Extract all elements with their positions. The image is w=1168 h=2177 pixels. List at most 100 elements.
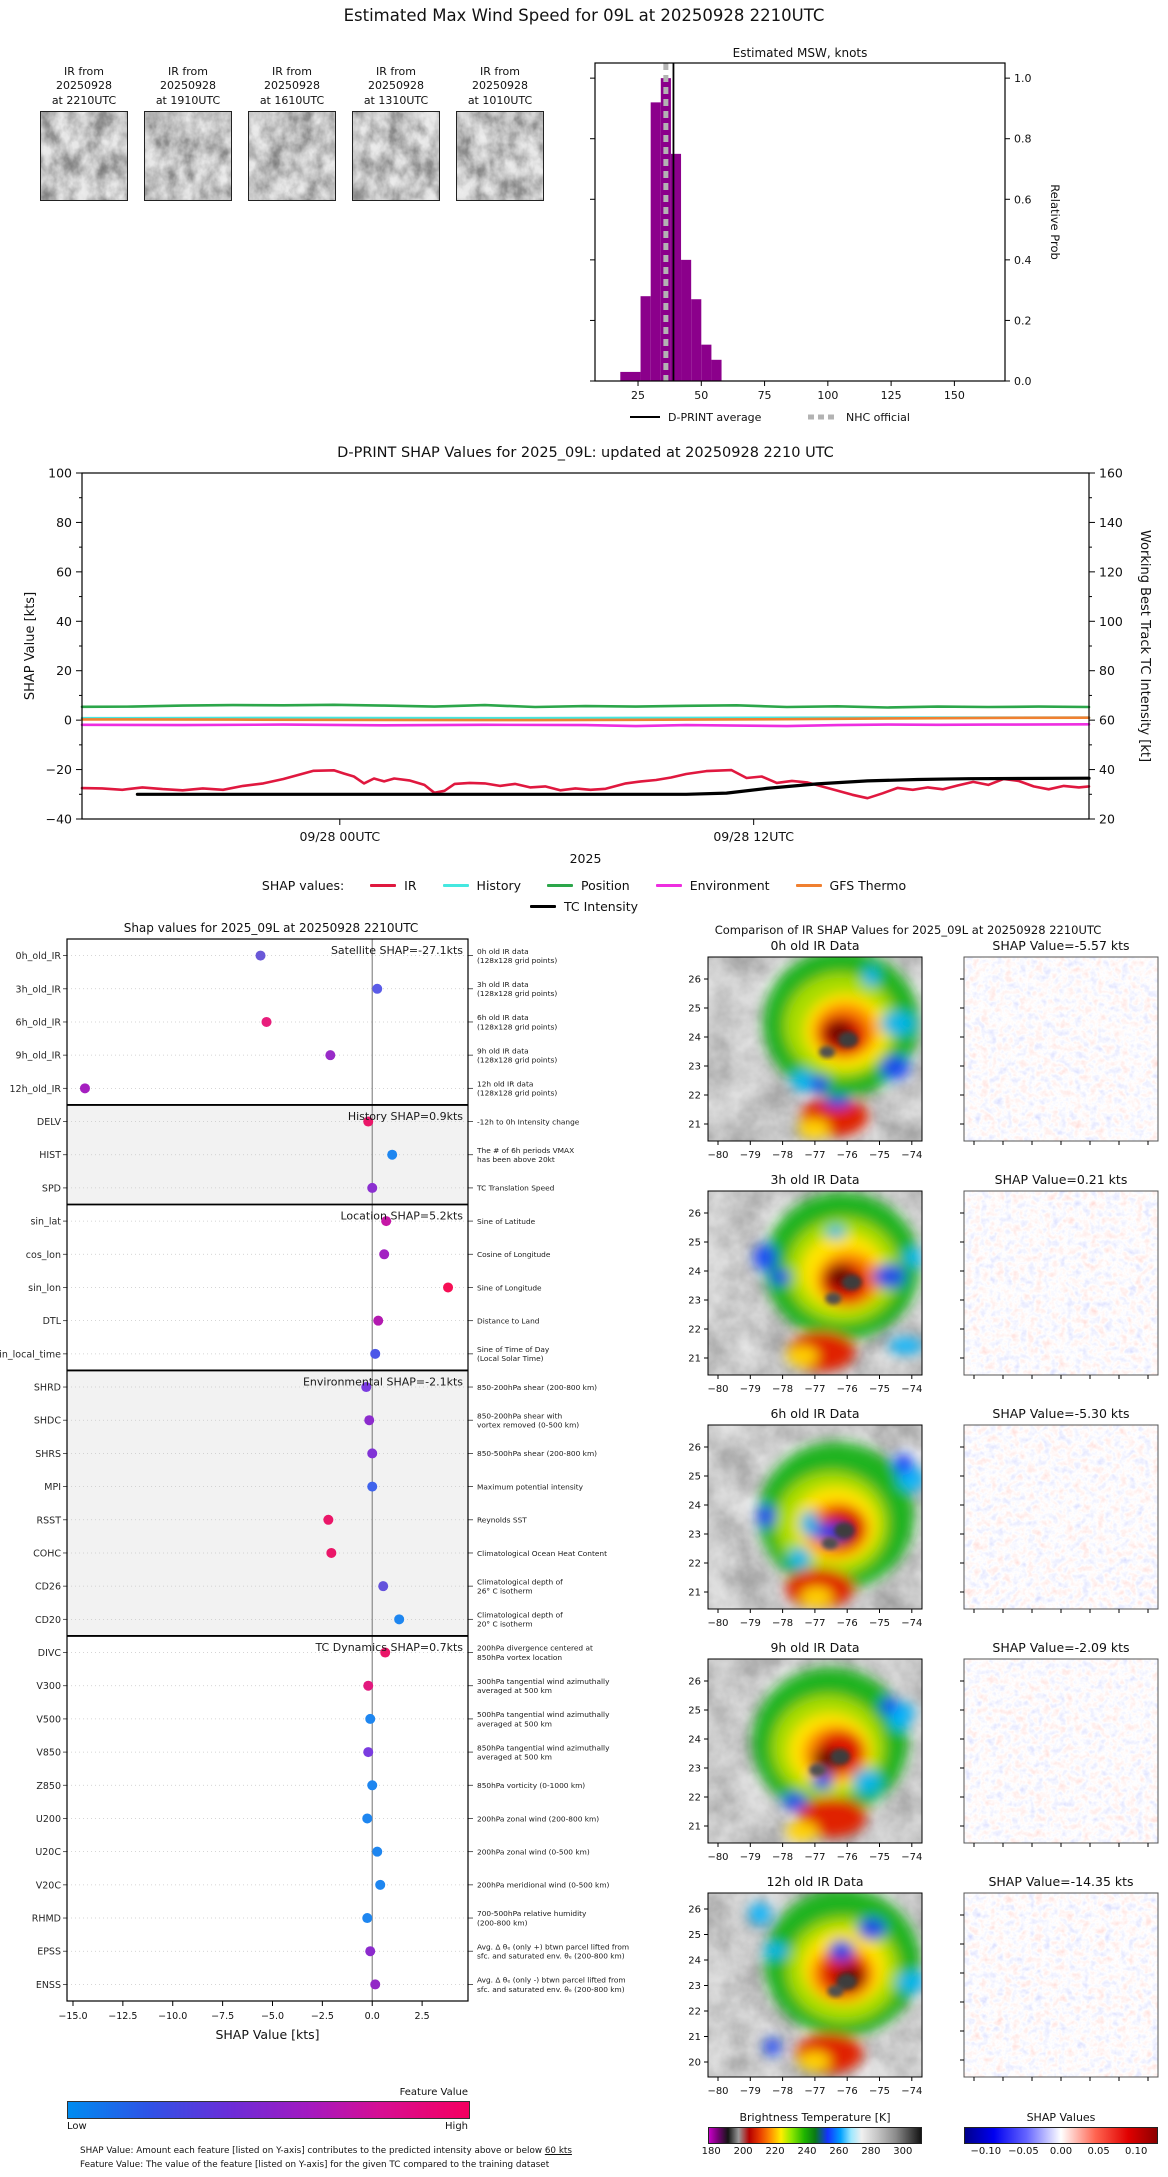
svg-text:26: 26 <box>688 1905 701 1916</box>
ir-satellite-image <box>40 111 128 201</box>
svg-text:V500: V500 <box>36 1714 61 1725</box>
svg-text:−78: −78 <box>772 1150 793 1161</box>
svg-text:TC Dynamics SHAP=0.7kts: TC Dynamics SHAP=0.7kts <box>314 1641 463 1654</box>
legend-item-environment: Environment <box>655 878 770 893</box>
svg-text:−20: −20 <box>46 762 72 777</box>
shap-dot-COHC <box>326 1547 337 1558</box>
svg-text:−74: −74 <box>901 2086 922 2097</box>
ir-data-map-1: 3h old IR Data 26 25 24 23 22 21 −80 −79 −78 −77 −7… <box>688 1172 923 1395</box>
shap-map-3: SHAP Value=-2.09 kts <box>960 1640 1159 1847</box>
feature-desc-V500: 500hPa tangential wind azimuthally averag… <box>477 1710 610 1728</box>
legend-swatch <box>529 905 556 908</box>
svg-text:20: 20 <box>688 2058 701 2069</box>
svg-text:Relative Prob: Relative Prob <box>1048 184 1062 260</box>
shap-dot-U20C <box>372 1846 383 1857</box>
shap-dot-DTL <box>373 1315 384 1326</box>
colorbar-tick: 220 <box>765 2146 785 2157</box>
svg-text:−76: −76 <box>837 1150 858 1161</box>
svg-text:DELV: DELV <box>37 1117 62 1128</box>
shap-timeseries-legend: SHAP values: IR History Position Environmen… <box>0 875 1168 917</box>
comparison-row-2: 6h old IR Data 26 25 24 23 22 21 −80 −79 −78 −77 −7… <box>600 1405 1168 1639</box>
feature-desc-RSST: Reynolds SST <box>477 1516 527 1525</box>
svg-text:−80: −80 <box>707 2086 728 2097</box>
svg-text:U200: U200 <box>36 1814 61 1825</box>
shap-dot-SPD <box>367 1182 378 1193</box>
svg-text:26: 26 <box>688 975 701 986</box>
svg-text:21: 21 <box>688 2032 701 2043</box>
svg-text:SHRS: SHRS <box>35 1449 61 1460</box>
svg-text:140: 140 <box>1099 515 1123 530</box>
svg-text:0.2: 0.2 <box>1014 314 1032 327</box>
svg-text:−75: −75 <box>869 1150 890 1161</box>
footnote-shap-value: SHAP Value: Amount each feature [listed … <box>80 2146 572 2156</box>
svg-text:−74: −74 <box>901 1384 922 1395</box>
feature-desc-12h_old_IR: 12h old IR data (128x128 grid points) <box>477 1080 557 1098</box>
ir-thumbnail: IR from 20250928 at 1310UTC <box>348 65 444 439</box>
dotplot-rows: 0h_old_IR 0h old IR data (128x128 grid poi… <box>0 947 629 1994</box>
svg-text:12h old IR Data: 12h old IR Data <box>766 1874 863 1889</box>
comparison-colorbars: Brightness Temperature [K] 180 200 220 240 2… <box>600 2111 1168 2177</box>
svg-text:−5.0: −5.0 <box>261 2011 284 2022</box>
ir-satellite-image <box>352 111 440 201</box>
legend-item-history: History <box>442 878 522 893</box>
legend-swatch <box>655 884 682 887</box>
ir-data-map-3: 9h old IR Data 26 25 24 23 22 21 −80 −79 −78 −77 −7… <box>688 1640 923 1863</box>
shap-dot-SHRD <box>361 1382 372 1393</box>
svg-text:0h old IR Data: 0h old IR Data <box>770 938 859 953</box>
colorbar-tick: 0.00 <box>1049 2146 1073 2157</box>
ir-data-map-4: 12h old IR Data 26 25 24 23 22 21 20 −80 −79 −78 −7… <box>688 1874 923 2097</box>
comparison-row-1: 3h old IR Data 26 25 24 23 22 21 −80 −79 −78 −77 −7… <box>600 1171 1168 1405</box>
brightness-temperature-colorbar: Brightness Temperature [K] 180 200 220 240 2… <box>702 2111 922 2158</box>
shap-dot-cos_lon <box>379 1249 390 1260</box>
ir-thumbnail-caption: IR from 20250928 at 1610UTC <box>259 65 325 107</box>
shap-dot-sin_lat <box>381 1216 392 1227</box>
svg-text:V850: V850 <box>36 1748 61 1759</box>
feature-value-high-label: High <box>445 2121 468 2132</box>
svg-text:24: 24 <box>688 1956 701 1967</box>
ir-comparison-title: Comparison of IR SHAP Values for 2025_09… <box>714 923 1102 937</box>
shap-dot-6h_old_IR <box>261 1016 272 1027</box>
legend-item-position: Position <box>547 878 630 893</box>
svg-text:1.0: 1.0 <box>1014 72 1032 85</box>
svg-text:ENSS: ENSS <box>36 1980 61 1991</box>
series-tc-intensity <box>135 776 1091 796</box>
svg-text:0h_old_IR: 0h_old_IR <box>16 951 62 962</box>
shap-map-0: SHAP Value=-5.57 kts <box>960 938 1159 1145</box>
colorbar-tick: 260 <box>829 2146 849 2157</box>
shap-dot-EPSS <box>365 1946 376 1957</box>
svg-text:50: 50 <box>694 389 708 402</box>
svg-text:−78: −78 <box>772 2086 793 2097</box>
svg-text:0.8: 0.8 <box>1014 133 1032 146</box>
ir-comparison-panel: Comparison of IR SHAP Values for 2025_09… <box>600 921 1168 2177</box>
svg-text:22: 22 <box>688 1325 701 1336</box>
legend-item-label: TC Intensity <box>563 899 638 914</box>
svg-text:DTL: DTL <box>43 1316 62 1327</box>
svg-text:−79: −79 <box>740 1384 761 1395</box>
svg-text:24: 24 <box>688 1267 701 1278</box>
svg-text:80: 80 <box>56 515 72 530</box>
svg-text:80: 80 <box>1099 663 1115 678</box>
shap-dot-RHMD <box>362 1913 373 1924</box>
svg-text:23: 23 <box>688 1764 701 1775</box>
shap-values-gradient <box>964 2127 1158 2144</box>
colorbar-tick: 0.05 <box>1087 2146 1110 2157</box>
legend-item-label: History <box>476 878 522 893</box>
legend-item-label: GFS Thermo <box>829 878 907 893</box>
svg-text:COHC: COHC <box>33 1548 61 1559</box>
shap-dot-MPI <box>367 1481 378 1492</box>
svg-text:DIVC: DIVC <box>38 1648 62 1659</box>
ir-thumbnail: IR from 20250928 at 1910UTC <box>140 65 236 439</box>
shap-dot-V20C <box>375 1879 386 1890</box>
svg-text:60: 60 <box>56 564 72 579</box>
shap-dot-0h_old_IR <box>255 950 266 961</box>
shap-timeseries-chart: D-PRINT SHAP Values for 2025_09L: update… <box>23 445 1152 866</box>
feature-desc-0h_old_IR: 0h old IR data (128x128 grid points) <box>477 947 557 965</box>
legend-item-ir: IR <box>370 878 417 893</box>
svg-text:sin_local_time: sin_local_time <box>0 1349 61 1360</box>
svg-text:−75: −75 <box>869 2086 890 2097</box>
svg-text:−15.0: −15.0 <box>58 2011 87 2022</box>
svg-text:0: 0 <box>64 713 72 728</box>
svg-text:3h_old_IR: 3h_old_IR <box>16 984 62 995</box>
svg-text:23: 23 <box>688 1530 701 1541</box>
shap-dot-V300 <box>363 1680 374 1691</box>
